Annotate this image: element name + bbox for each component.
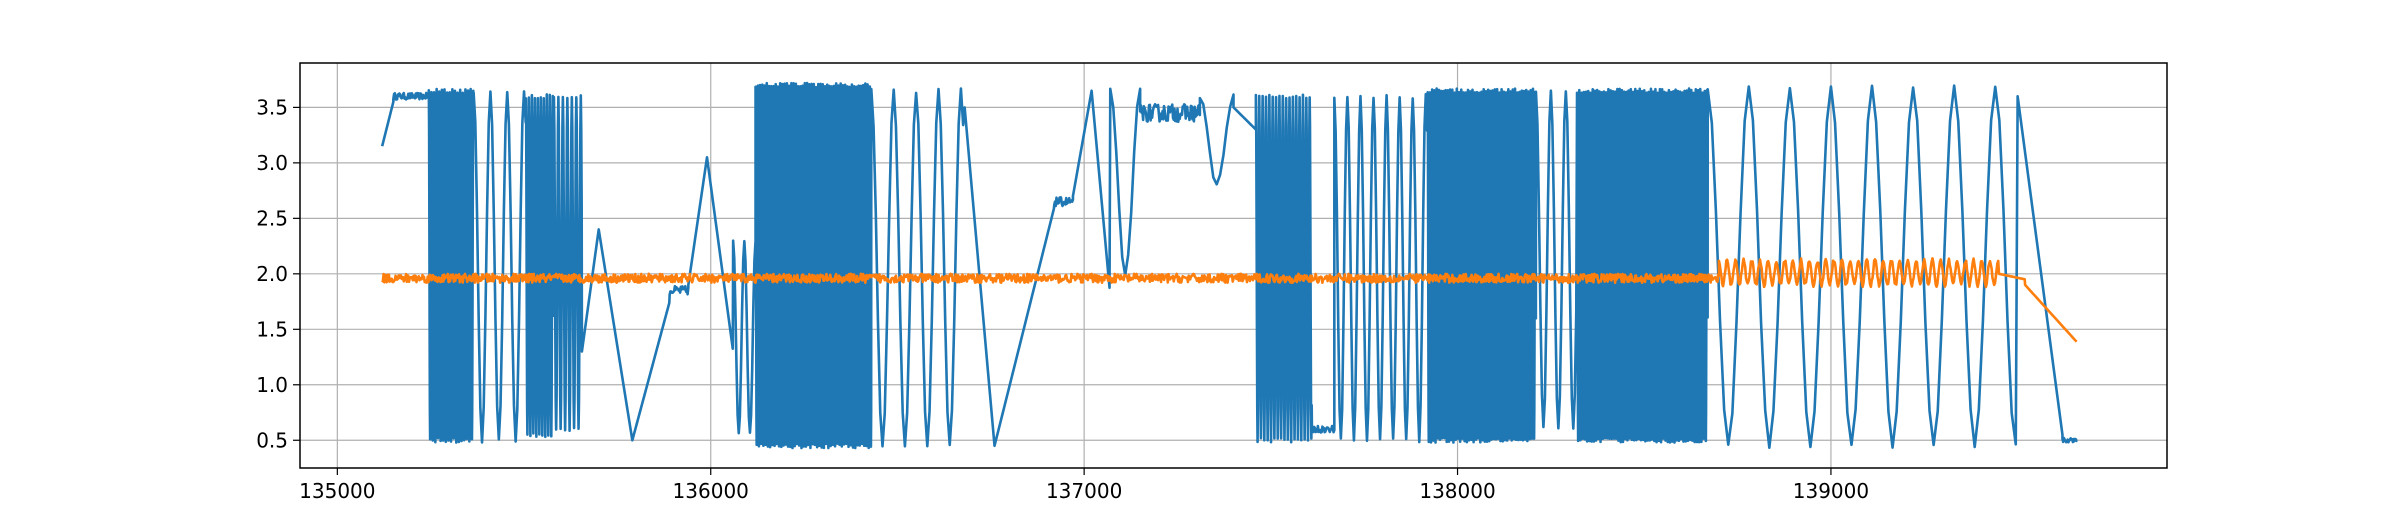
series-0-line (380, 81, 2078, 450)
x-tick-label: 137000 (1046, 479, 1122, 503)
y-tick-label: 3.5 (256, 95, 288, 119)
ticks: 135000 136000 137000 138000 139000 0.5 1.0 1.5 2… (256, 95, 1869, 503)
series-layer (380, 81, 2078, 450)
x-tick-label: 135000 (299, 479, 375, 503)
x-tick-label: 139000 (1793, 479, 1869, 503)
x-tick-label: 138000 (1419, 479, 1495, 503)
plot-frame (299, 62, 2168, 469)
y-tick-label: 2.0 (256, 262, 288, 286)
series-1-line (381, 257, 2078, 343)
y-tick-label: 1.5 (256, 317, 288, 341)
y-tick-label: 0.5 (256, 428, 288, 452)
y-tick-label: 1.0 (256, 373, 288, 397)
y-tick-label: 2.5 (256, 206, 288, 230)
x-tick-label: 136000 (673, 479, 749, 503)
y-tick-label: 3.0 (256, 151, 288, 175)
